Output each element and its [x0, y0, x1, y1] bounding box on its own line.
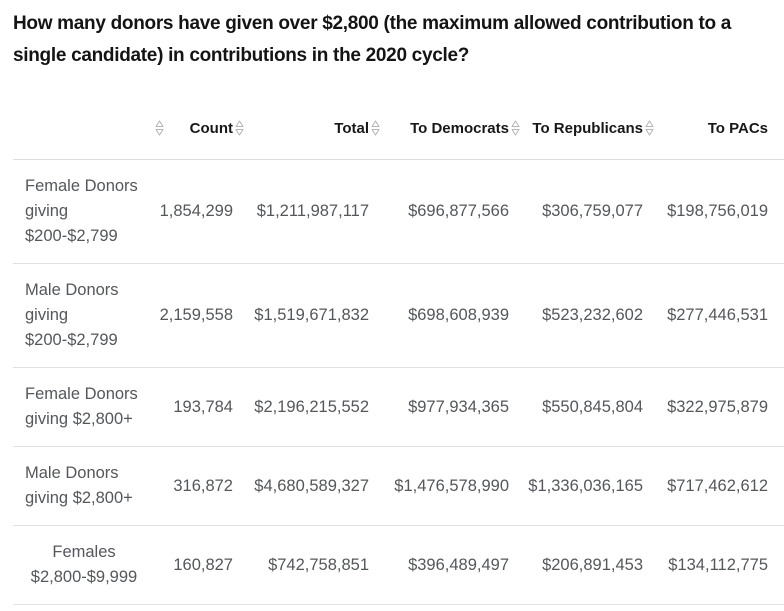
sort-icon	[511, 120, 520, 136]
cell-count: 316,872	[173, 476, 233, 495]
cell-total: $4,680,589,327	[254, 476, 369, 495]
cell-to-pacs: $134,112,775	[668, 555, 768, 574]
column-header-total[interactable]: Total	[233, 97, 369, 160]
cell-to-democrats: $698,608,939	[408, 306, 509, 324]
cell-to-republicans: $550,845,804	[542, 397, 643, 416]
cell-total: $742,758,851	[268, 555, 369, 574]
cell-to-pacs: $277,446,531	[667, 306, 768, 324]
cell-to-democrats: $1,476,578,990	[394, 476, 509, 495]
column-header-to-democrats[interactable]: To Democrats	[369, 97, 509, 160]
cell-to-pacs: $198,756,019	[667, 202, 768, 220]
cell-total: $1,519,671,832	[254, 306, 369, 324]
table-body: Female Donors giving $200-$2,799 1,854,2…	[13, 160, 784, 605]
row-label: Male Donors giving $2,800+	[25, 464, 133, 507]
column-header-label: Count	[189, 119, 233, 137]
table-row-male-donors-200-2799: Male Donors giving $200-$2,799 2,159,558…	[13, 264, 784, 368]
column-header-row-label-spacer	[13, 97, 153, 160]
cell-to-pacs: $717,462,612	[667, 476, 768, 495]
column-header-count[interactable]: Count	[153, 97, 233, 160]
table-row-female-donors-200-2799: Female Donors giving $200-$2,799 1,854,2…	[13, 160, 784, 264]
column-header-to-republicans[interactable]: To Republicans	[509, 97, 643, 160]
header-row: Count Total To Dem	[13, 97, 784, 160]
sort-icon	[645, 120, 654, 136]
sort-icon	[155, 120, 164, 136]
sort-icon	[371, 120, 380, 136]
cell-total: $2,196,215,552	[254, 397, 369, 416]
cell-to-democrats: $396,489,497	[408, 555, 509, 574]
cell-to-republicans: $306,759,077	[542, 202, 643, 220]
cell-to-republicans: $206,891,453	[542, 555, 643, 574]
table-row-male-donors-2800-plus: Male Donors giving $2,800+ 316,872 $4,68…	[13, 447, 784, 526]
cell-count: 1,854,299	[159, 202, 233, 220]
cell-to-pacs: $322,975,879	[667, 397, 768, 416]
row-label: Female Donors giving $200-$2,799	[25, 177, 138, 245]
cell-total: $1,211,987,117	[256, 202, 369, 220]
cell-count: 2,159,558	[159, 306, 233, 324]
donor-contributions-table: Count Total To Dem	[13, 97, 784, 605]
cell-count: 160,827	[173, 555, 233, 574]
cell-to-republicans: $523,232,602	[542, 306, 643, 324]
row-label: Male Donors giving $200-$2,799	[25, 281, 119, 349]
cell-count: 193,784	[173, 397, 233, 416]
column-header-label: Total	[334, 119, 369, 137]
column-header-label: To Republicans	[532, 119, 643, 137]
table-row-female-donors-2800-plus: Female Donors giving $2,800+ 193,784 $2,…	[13, 368, 784, 447]
row-label: Female Donors giving $2,800+	[25, 385, 138, 428]
column-header-label: To Democrats	[410, 119, 509, 137]
column-header-label: To PACs	[707, 119, 768, 137]
row-label: Females $2,800-$9,999	[30, 543, 138, 586]
page-title: How many donors have given over $2,800 (…	[13, 13, 732, 66]
table-row-females-2800-9999: Females $2,800-$9,999 160,827 $742,758,8…	[13, 526, 784, 605]
cell-to-republicans: $1,336,036,165	[528, 476, 643, 495]
table-header: Count Total To Dem	[13, 97, 784, 160]
sort-icon	[235, 120, 244, 136]
cell-to-democrats: $977,934,365	[408, 397, 509, 416]
cell-to-democrats: $696,877,566	[408, 202, 509, 220]
column-header-to-pacs[interactable]: To PACs	[643, 97, 784, 160]
